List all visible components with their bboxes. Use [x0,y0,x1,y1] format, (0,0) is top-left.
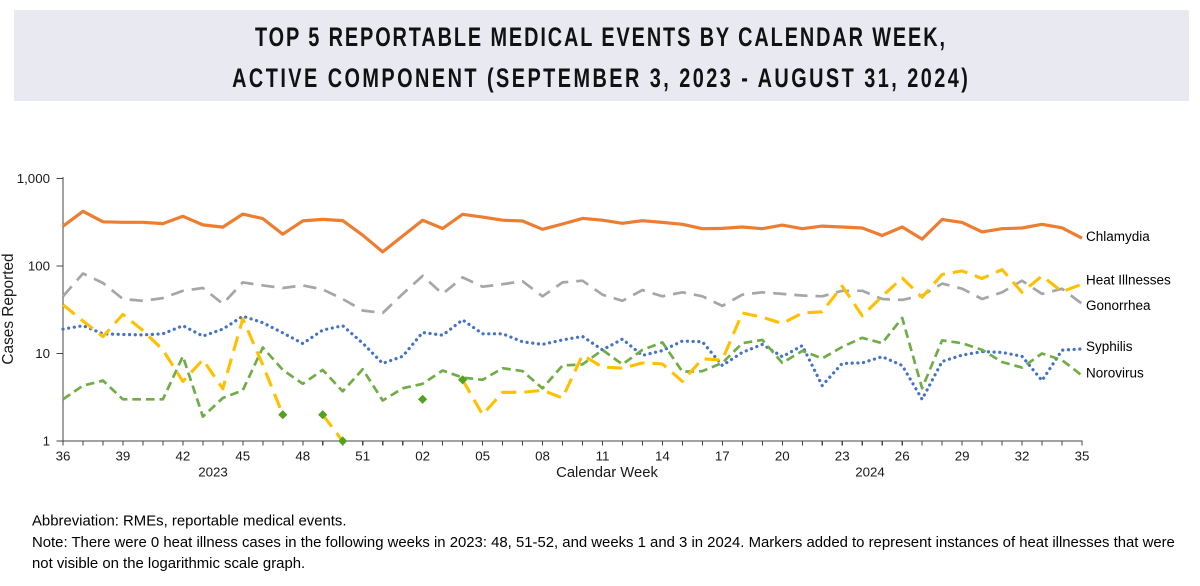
svg-text:48: 48 [295,449,310,464]
svg-text:Syphilis: Syphilis [1086,339,1133,354]
svg-text:45: 45 [235,449,250,464]
svg-text:1,000: 1,000 [17,171,50,186]
svg-text:ACTIVE COMPONENT (SEPTEMBER 3,: ACTIVE COMPONENT (SEPTEMBER 3, 2023 - AU… [232,63,968,92]
svg-text:2023: 2023 [198,465,228,480]
svg-text:11: 11 [596,449,610,464]
svg-text:10: 10 [35,346,50,361]
svg-text:02: 02 [415,449,430,464]
svg-text:29: 29 [955,449,970,464]
svg-text:100: 100 [28,259,50,274]
svg-text:36: 36 [56,449,71,464]
svg-text:35: 35 [1075,449,1090,464]
svg-text:26: 26 [895,449,910,464]
svg-text:08: 08 [535,449,550,464]
svg-text:17: 17 [715,449,730,464]
svg-text:1: 1 [43,434,50,449]
svg-text:05: 05 [475,449,490,464]
svg-text:51: 51 [355,449,370,464]
svg-text:not visible on the logarithmic: not visible on the logarithmic scale gra… [32,556,305,572]
svg-text:39: 39 [116,449,131,464]
svg-text:20: 20 [775,449,790,464]
svg-text:Cases Reported: Cases Reported [0,253,17,364]
svg-text:Norovirus: Norovirus [1086,366,1144,381]
svg-text:Gonorrhea: Gonorrhea [1086,298,1151,313]
svg-text:32: 32 [1015,449,1030,464]
svg-text:Abbreviation: RMEs, reportable: Abbreviation: RMEs, reportable medical e… [32,514,347,530]
svg-text:Calendar Week: Calendar Week [556,465,658,481]
svg-text:Chlamydia: Chlamydia [1086,229,1150,244]
svg-text:14: 14 [655,449,670,464]
svg-text:42: 42 [176,449,191,464]
svg-text:Note: There were 0 heat illnes: Note: There were 0 heat illness cases in… [32,535,1175,551]
svg-text:23: 23 [835,449,850,464]
svg-text:2024: 2024 [855,465,885,480]
svg-text:Heat Illnesses: Heat Illnesses [1086,272,1171,287]
